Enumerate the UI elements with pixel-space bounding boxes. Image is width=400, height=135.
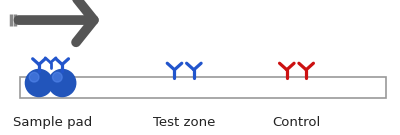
Circle shape — [29, 72, 39, 82]
Text: Sample pad: Sample pad — [13, 116, 92, 129]
Circle shape — [52, 72, 62, 82]
Text: Control: Control — [272, 116, 321, 129]
Circle shape — [49, 69, 76, 97]
Text: Test zone: Test zone — [153, 116, 215, 129]
Circle shape — [25, 69, 52, 97]
Bar — [20, 77, 386, 98]
